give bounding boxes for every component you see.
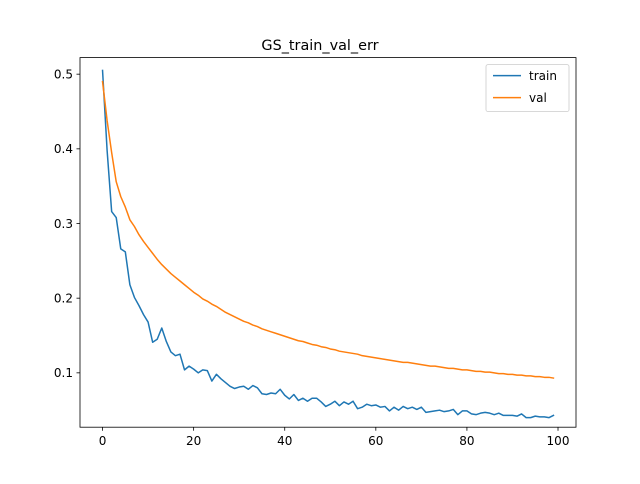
y-axis-ticks: 0.1 0.2 0.3 0.4 0.5 [54,67,80,380]
y-tick-label: 0.1 [54,366,73,380]
plot-frame [79,57,577,428]
x-axis-ticks: 0 20 40 60 80 100 [99,427,570,448]
series-line-val [101,80,555,379]
y-tick-label: 0.4 [54,142,73,156]
legend-label-train: train [529,69,557,83]
x-tick-label: 80 [459,434,474,448]
x-tick-label: 40 [277,434,292,448]
legend-label-val: val [529,91,547,105]
x-tick-label: 60 [368,434,383,448]
y-tick-label: 0.3 [54,217,73,231]
y-tick-label: 0.2 [54,291,73,305]
legend: train val [485,64,570,112]
x-tick-label: 100 [547,434,570,448]
x-tick-label: 20 [186,434,201,448]
y-tick-label: 0.5 [54,67,73,81]
series-line-train [101,69,555,419]
plot-lines [101,69,555,419]
x-tick-label: 0 [99,434,107,448]
chart-title: GS_train_val_err [261,38,378,54]
